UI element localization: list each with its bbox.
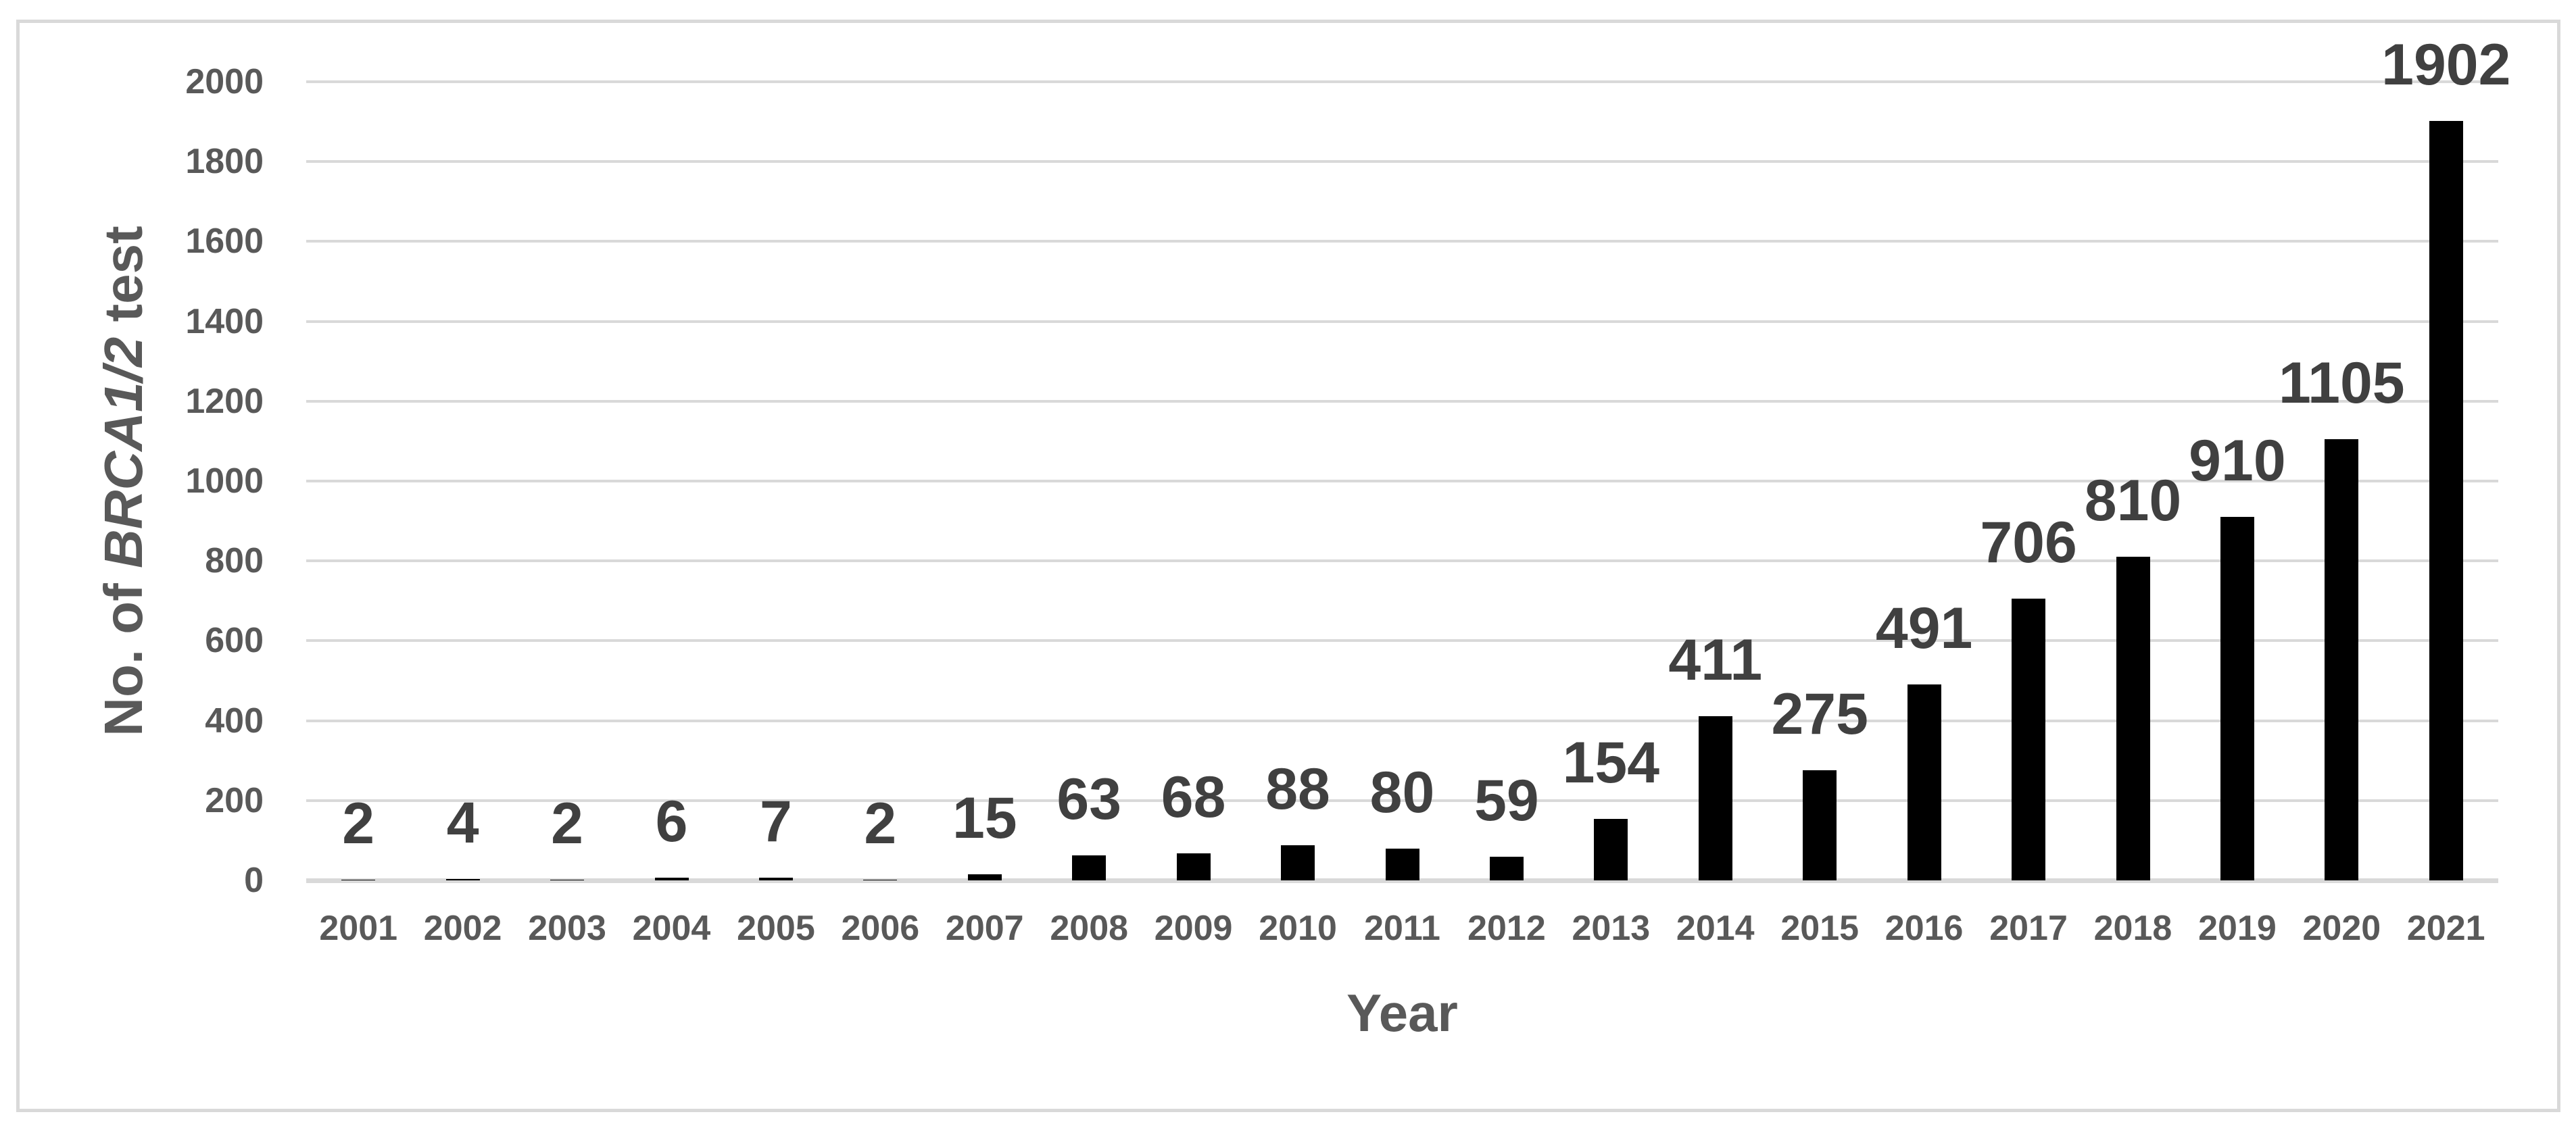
gridline-1200: [306, 399, 2498, 403]
x-tick-label: 2013: [1572, 909, 1651, 948]
gridline-1800: [306, 160, 2498, 164]
bar-value-label: 1105: [2279, 350, 2405, 416]
bar-value-label: 7: [760, 788, 792, 854]
bar-2012: [1489, 857, 1524, 880]
x-tick-label: 2017: [1989, 909, 2068, 948]
y-tick-label: 1800: [185, 142, 264, 182]
bar-2019: [2220, 517, 2254, 880]
x-tick-label: 2015: [1780, 909, 1860, 948]
bar-2007: [967, 874, 1002, 880]
gridline-2000: [306, 80, 2498, 83]
y-tick-label: 800: [205, 541, 264, 581]
bar-value-label: 491: [1875, 595, 1973, 661]
y-tick-labels: 0 200 400 600 800 1000 1200 1400 1600 1800 2000: [142, 64, 264, 898]
x-tick-label: 2006: [841, 909, 920, 948]
x-tick-label: 2001: [319, 909, 398, 948]
y-tick-label: 600: [205, 621, 264, 661]
y-tick-label: 1200: [185, 381, 264, 421]
bar-value-label: 15: [952, 786, 1017, 851]
x-tick-label: 2008: [1050, 909, 1129, 948]
gridline-1600: [306, 240, 2498, 243]
x-tick-label: 2009: [1154, 909, 1233, 948]
bar-value-label: 910: [2189, 428, 2286, 494]
bar-2009: [1176, 853, 1211, 880]
bar-2018: [2116, 557, 2150, 880]
x-tick-label: 2018: [2093, 909, 2172, 948]
bar-value-label: 59: [1474, 768, 1539, 834]
x-tick-label: 2011: [1364, 909, 1440, 948]
bar-value-label: 810: [2084, 468, 2182, 534]
bar-2021: [2429, 120, 2463, 880]
x-tick-label: 2016: [1885, 909, 1964, 948]
y-tick-label: 1400: [185, 301, 264, 341]
x-tick-label: 2010: [1259, 909, 1337, 948]
bar-value-label: 2: [342, 791, 375, 856]
bar-2020: [2325, 439, 2359, 880]
bar-value-label: 2: [551, 791, 583, 856]
bar-2004: [654, 878, 689, 880]
x-tick-label: 2021: [2406, 909, 2485, 948]
x-tick-label: 2020: [2302, 909, 2381, 948]
gridline-600: [306, 639, 2498, 643]
y-tick-label: 400: [205, 701, 264, 741]
bar-value-label: 275: [1771, 682, 1868, 747]
bar-value-label: 1902: [2381, 32, 2511, 97]
y-tick-label: 1000: [185, 461, 264, 501]
y-tick-label: 1600: [185, 222, 264, 261]
y-tick-label: 0: [244, 861, 264, 900]
y-tick-label: 200: [205, 780, 264, 820]
gridline-1000: [306, 480, 2498, 482]
bar-value-label: 411: [1668, 628, 1763, 693]
x-tick-label: 2002: [423, 909, 502, 948]
gridline-800: [306, 559, 2498, 563]
bar-2010: [1281, 845, 1315, 880]
x-tick-labels: 2001 2002 2003 2004 2005 2006 2007 2008 2009 2010…: [306, 911, 2498, 951]
bar-2016: [1907, 684, 1941, 880]
plot-area: 2 4 2 6 7 2 15 63 68 88 80 59 154 411 275 491 706 810 910 1…: [306, 36, 2510, 883]
bar-2014: [1698, 716, 1732, 880]
x-tick-label: 2003: [528, 909, 606, 948]
x-axis-title: Year: [1346, 983, 1458, 1043]
x-tick-label: 2005: [737, 909, 815, 948]
bar-2002: [445, 878, 480, 880]
bar-value-label: 88: [1265, 757, 1330, 822]
bar-2005: [758, 877, 793, 880]
x-tick-label: 2014: [1676, 909, 1755, 948]
bar-value-label: 154: [1562, 730, 1660, 795]
bar-2008: [1072, 855, 1107, 880]
gridline-1400: [306, 320, 2498, 323]
x-tick-label: 2019: [2198, 909, 2277, 948]
bar-2017: [2012, 598, 2046, 880]
bar-value-label: 4: [446, 790, 479, 855]
x-tick-label: 2004: [632, 909, 711, 948]
bar-2013: [1594, 819, 1628, 880]
gridline-200: [306, 799, 2498, 802]
y-tick-label: 2000: [185, 62, 264, 101]
bar-value-label: 80: [1369, 759, 1435, 825]
bar-2015: [1803, 770, 1837, 880]
bar-value-label: 2: [864, 791, 897, 856]
gridline-400: [306, 719, 2498, 722]
bar-value-label: 6: [655, 789, 688, 855]
bar-value-label: 706: [1980, 509, 2077, 575]
x-tick-label: 2012: [1467, 909, 1546, 948]
bar-value-label: 63: [1056, 766, 1122, 832]
x-tick-label: 2007: [945, 909, 1024, 948]
x-axis-line: [306, 878, 2498, 883]
bar-2011: [1385, 848, 1419, 880]
bar-value-label: 68: [1161, 764, 1226, 830]
